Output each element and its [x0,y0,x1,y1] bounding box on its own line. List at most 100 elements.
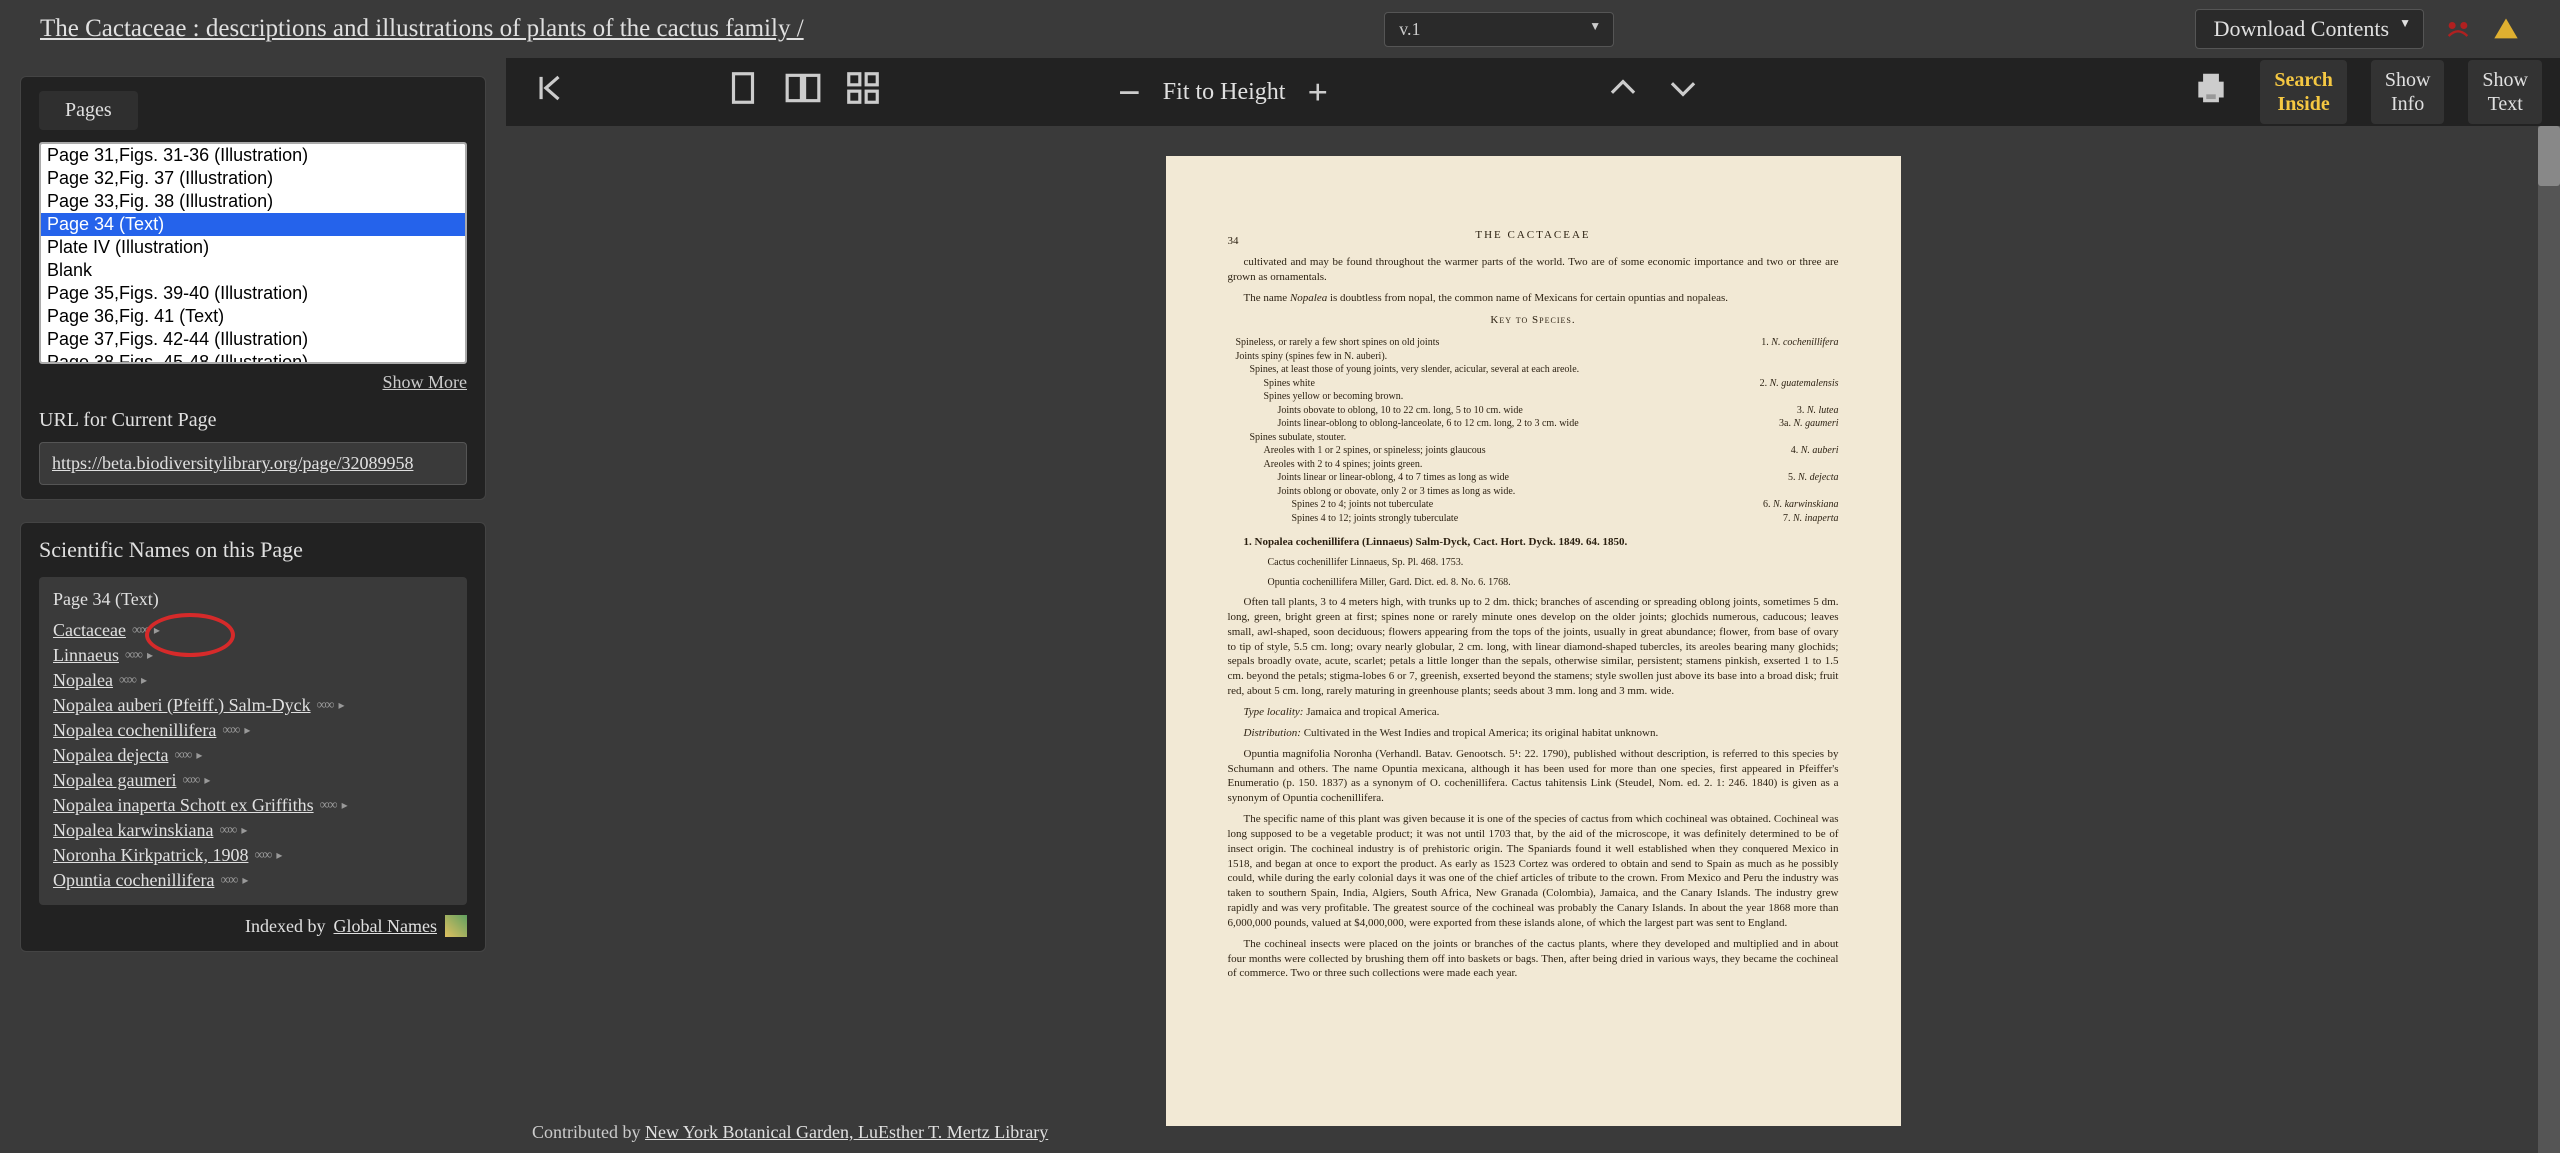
scientific-name-link[interactable]: Nopalea karwinskiana [53,820,213,841]
key-line: Spines yellow or becoming brown. [1228,390,1839,404]
page-listbox[interactable]: Page 31,Figs. 31-36 (Illustration)Page 3… [39,142,467,364]
scientific-name-link[interactable]: Nopalea [53,670,113,691]
scientific-name-link[interactable]: Nopalea inaperta Schott ex Griffiths [53,795,314,816]
dna-icon[interactable]: ∞∞ [125,648,141,664]
key-line: Areoles with 2 to 4 spines; joints green… [1228,458,1839,472]
caret-right-icon[interactable]: ▸ [141,673,147,688]
page-down-icon[interactable] [1658,65,1708,119]
key-line: Spines 2 to 4; joints not tuberculate6. … [1228,498,1839,512]
scientific-name-item: Noronha Kirkpatrick, 1908 ∞∞ ▸ [53,843,453,868]
scientific-name-link[interactable]: Nopalea auberi (Pfeiff.) Salm-Dyck [53,695,311,716]
volume-select[interactable]: v.1 [1384,12,1614,47]
global-names-icon[interactable] [445,915,467,937]
viewer-body[interactable]: 34 THE CACTACEAE cultivated and may be f… [506,126,2560,1153]
contributor-link[interactable]: New York Botanical Garden, LuEsther T. M… [645,1122,1048,1142]
names-panel: Scientific Names on this Page Page 34 (T… [20,522,486,952]
two-page-icon[interactable] [778,65,828,119]
dna-icon[interactable]: ∞∞ [174,748,190,764]
page-list-item[interactable]: Page 37,Figs. 42-44 (Illustration) [41,328,465,351]
scientific-name-link[interactable]: Cactaceae [53,620,126,641]
caret-right-icon[interactable]: ▸ [276,848,282,863]
para: The specific name of this plant was give… [1228,812,1839,931]
key-line: Joints obovate to oblong, 10 to 22 cm. l… [1228,404,1839,418]
scientific-name-link[interactable]: Linnaeus [53,645,119,666]
dna-icon[interactable]: ∞∞ [220,873,236,889]
page-list-item[interactable]: Page 31,Figs. 31-36 (Illustration) [41,144,465,167]
show-text-button[interactable]: ShowText [2468,60,2542,124]
show-info-button[interactable]: ShowInfo [2371,60,2445,124]
dna-icon[interactable]: ∞∞ [320,798,336,814]
caret-right-icon[interactable]: ▸ [196,748,202,763]
dna-icon[interactable]: ∞∞ [254,848,270,864]
dna-icon[interactable]: ∞∞ [132,623,148,639]
warning-icon[interactable] [2492,15,2520,43]
scientific-name-item: Nopalea auberi (Pfeiff.) Salm-Dyck ∞∞ ▸ [53,693,453,718]
mendeley-icon[interactable] [2444,15,2472,43]
dna-icon[interactable]: ∞∞ [317,698,333,714]
scientific-name-item: Nopalea gaumeri ∞∞ ▸ [53,768,453,793]
zoom-in-icon[interactable]: + [1301,67,1334,117]
page-list-item[interactable]: Page 33,Fig. 38 (Illustration) [41,190,465,213]
running-head: THE CACTACEAE [1228,228,1839,243]
page-list-item[interactable]: Page 35,Figs. 39-40 (Illustration) [41,282,465,305]
para: Distribution: Cultivated in the West Ind… [1228,726,1839,741]
key-head: Key to Species. [1228,313,1839,328]
global-names-link[interactable]: Global Names [334,916,437,937]
title-link[interactable]: The Cactaceae : descriptions and illustr… [40,15,804,43]
caret-right-icon[interactable]: ▸ [242,873,248,888]
key-line: Areoles with 1 or 2 spines, or spineless… [1228,444,1839,458]
page-list-item[interactable]: Page 36,Fig. 41 (Text) [41,305,465,328]
fit-label[interactable]: Fit to Height [1163,79,1286,106]
caret-right-icon[interactable]: ▸ [241,823,247,838]
para: Often tall plants, 3 to 4 meters high, w… [1228,595,1839,699]
viewer-scrollbar[interactable] [2538,126,2560,1153]
scientific-name-link[interactable]: Nopalea cochenillifera [53,720,216,741]
page-list-item[interactable]: Blank [41,259,465,282]
show-more-link[interactable]: Show More [383,372,468,392]
dna-icon[interactable]: ∞∞ [222,723,238,739]
caret-right-icon[interactable]: ▸ [342,798,348,813]
search-inside-button[interactable]: SearchInside [2260,60,2347,124]
scientific-name-link[interactable]: Noronha Kirkpatrick, 1908 [53,845,248,866]
page-list-item[interactable]: Plate IV (Illustration) [41,236,465,259]
indexed-prefix: Indexed by [245,916,325,937]
page-list-item[interactable]: Page 34 (Text) [41,213,465,236]
key-line: Spines subulate, stouter. [1228,431,1839,445]
url-box[interactable]: https://beta.biodiversitylibrary.org/pag… [39,442,467,485]
download-contents-button[interactable]: Download Contents [2195,9,2424,49]
scientific-name-link[interactable]: Nopalea gaumeri [53,770,176,791]
species-head: 1. Nopalea cochenillifera (Linnaeus) Sal… [1228,535,1839,550]
page-up-icon[interactable] [1598,65,1648,119]
thumbnail-icon[interactable] [838,65,888,119]
key-line: Spines, at least those of young joints, … [1228,363,1839,377]
para: The name Nopalea is doubtless from nopal… [1228,291,1839,306]
scrollbar-thumb[interactable] [2538,126,2560,186]
first-page-icon[interactable] [524,65,574,119]
page-list-item[interactable]: Page 32,Fig. 37 (Illustration) [41,167,465,190]
caret-right-icon[interactable]: ▸ [147,648,153,663]
viewer: − Fit to Height + SearchInside ShowInfo … [506,58,2560,1153]
dna-icon[interactable]: ∞∞ [219,823,235,839]
para: Type locality: Jamaica and tropical Amer… [1228,705,1839,720]
zoom-out-icon[interactable]: − [1112,65,1147,120]
caret-right-icon[interactable]: ▸ [244,723,250,738]
caret-right-icon[interactable]: ▸ [204,773,210,788]
scientific-name-link[interactable]: Opuntia cochenillifera [53,870,214,891]
key-line: Joints spiny (spines few in N. auberi). [1228,350,1839,364]
scientific-name-link[interactable]: Nopalea dejecta [53,745,168,766]
key-line: Spineless, or rarely a few short spines … [1228,336,1839,350]
pages-panel: Pages Page 31,Figs. 31-36 (Illustration)… [20,76,486,500]
caret-right-icon[interactable]: ▸ [339,698,345,713]
names-box: Page 34 (Text) Cactaceae∞∞▸Linnaeus∞∞▸No… [39,577,467,905]
scientific-name-item: Nopalea ∞∞ ▸ [53,668,453,693]
print-icon[interactable] [2186,65,2236,119]
para: Opuntia magnifolia Noronha (Verhandl. Ba… [1228,747,1839,806]
dna-icon[interactable]: ∞∞ [119,673,135,689]
single-page-icon[interactable] [718,65,768,119]
contributed-by: Contributed by New York Botanical Garden… [532,1122,1048,1143]
dna-icon[interactable]: ∞∞ [182,773,198,789]
scientific-name-item: Nopalea cochenillifera ∞∞ ▸ [53,718,453,743]
page-list-item[interactable]: Page 38,Figs. 45-48 (Illustration) [41,351,465,364]
pages-tab[interactable]: Pages [39,91,138,130]
caret-right-icon[interactable]: ▸ [154,623,160,638]
